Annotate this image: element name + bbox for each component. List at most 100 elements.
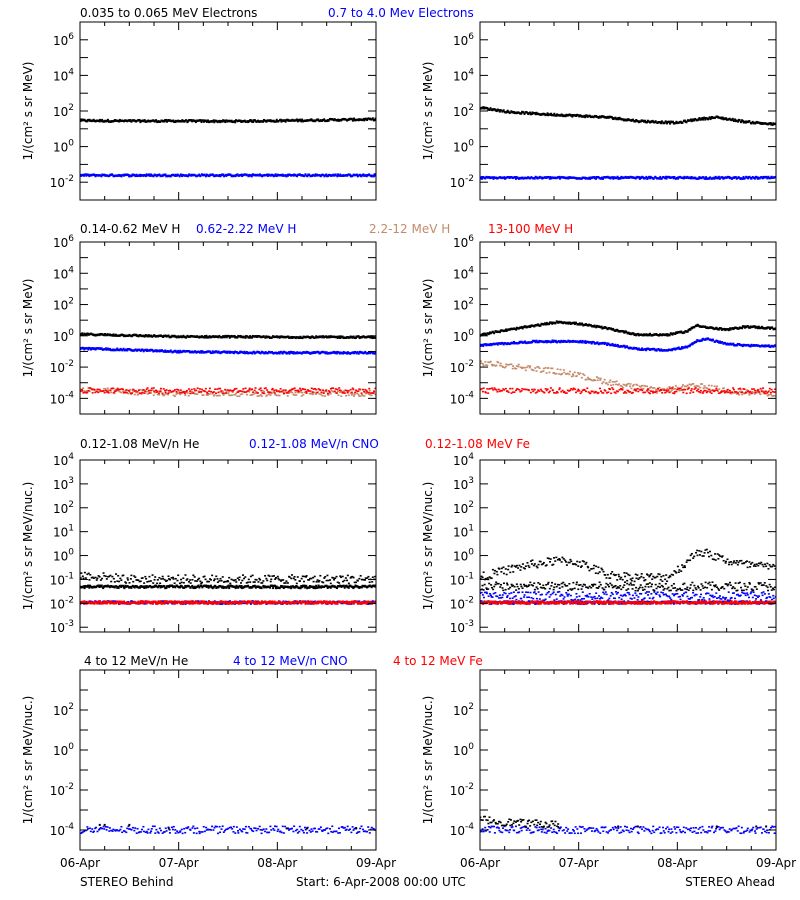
data-point xyxy=(495,330,498,334)
data-point xyxy=(730,343,733,346)
data-point xyxy=(675,390,678,393)
data-point xyxy=(155,119,158,122)
data-point xyxy=(178,119,181,123)
data-point xyxy=(767,394,770,396)
data-point xyxy=(353,585,356,589)
data-point xyxy=(106,601,109,605)
data-point xyxy=(228,586,231,590)
data-point xyxy=(138,348,141,352)
data-point xyxy=(273,335,276,339)
data-point xyxy=(278,579,281,581)
data-point xyxy=(641,389,644,392)
data-point xyxy=(257,600,260,604)
data-point xyxy=(671,120,674,124)
data-point xyxy=(265,351,268,355)
data-point xyxy=(82,118,85,122)
data-point xyxy=(190,600,193,603)
data-point xyxy=(310,585,313,588)
data-point xyxy=(288,173,291,176)
data-point xyxy=(622,392,625,394)
data-point xyxy=(283,392,286,395)
data-point xyxy=(259,578,262,581)
chart-row-1: 0.035 to 0.065 MeV Electrons 0.7 to 4.0 M… xyxy=(21,6,777,201)
data-point xyxy=(528,389,531,392)
data-point xyxy=(221,585,224,588)
data-point xyxy=(649,390,652,392)
data-point xyxy=(178,582,181,585)
data-point xyxy=(157,392,160,395)
data-point xyxy=(548,177,551,180)
data-point xyxy=(153,390,156,393)
data-point xyxy=(725,176,728,179)
data-point xyxy=(751,325,754,328)
data-point xyxy=(271,575,274,577)
data-point xyxy=(658,390,661,392)
data-point xyxy=(96,577,99,580)
data-point xyxy=(340,576,343,579)
data-point xyxy=(83,571,86,574)
y-tick-label: 106 xyxy=(453,234,474,250)
data-point xyxy=(180,581,183,584)
data-point xyxy=(544,113,547,117)
data-point xyxy=(100,584,103,587)
data-point xyxy=(99,584,102,587)
data-point xyxy=(277,586,280,589)
data-point xyxy=(245,350,248,354)
data-point xyxy=(768,122,771,125)
data-point xyxy=(486,577,489,579)
data-point xyxy=(737,394,740,396)
data-point xyxy=(243,173,246,176)
data-point xyxy=(535,370,538,372)
y-tick-label: 10-2 xyxy=(450,174,474,190)
data-point xyxy=(694,387,697,389)
data-point xyxy=(313,602,316,605)
data-point xyxy=(529,365,532,367)
data-point xyxy=(682,391,685,394)
data-point xyxy=(272,586,275,590)
y-tick-label: 100 xyxy=(53,548,74,564)
data-point xyxy=(196,387,199,390)
data-point xyxy=(623,176,626,179)
data-point xyxy=(170,600,173,603)
data-point xyxy=(258,173,261,176)
y-tick-label: 103 xyxy=(53,476,74,492)
data-point xyxy=(183,600,186,604)
data-point xyxy=(178,174,181,178)
data-point xyxy=(688,176,691,179)
data-point xyxy=(652,177,655,180)
data-point xyxy=(238,174,241,177)
data-point xyxy=(664,333,667,337)
data-point xyxy=(274,578,277,580)
data-point xyxy=(567,339,570,343)
data-point xyxy=(312,392,315,395)
data-point xyxy=(758,391,761,393)
data-point xyxy=(351,174,354,178)
data-point xyxy=(326,574,329,577)
data-point xyxy=(224,120,227,124)
data-point xyxy=(620,329,623,333)
data-point xyxy=(513,327,516,331)
data-point xyxy=(493,572,496,575)
data-point xyxy=(114,390,117,393)
data-point xyxy=(491,176,494,179)
data-point xyxy=(642,177,645,180)
data-point xyxy=(173,600,176,603)
data-point xyxy=(539,371,542,373)
data-point xyxy=(321,350,324,354)
data-point xyxy=(282,586,285,590)
data-point xyxy=(685,392,688,395)
data-point xyxy=(665,389,668,391)
data-point xyxy=(727,118,730,121)
data-point xyxy=(229,351,232,354)
data-point xyxy=(273,351,276,355)
data-point xyxy=(723,341,726,345)
data-point xyxy=(280,390,283,393)
data-point xyxy=(194,335,197,339)
data-point xyxy=(482,571,485,574)
data-point xyxy=(349,584,352,588)
data-point xyxy=(636,384,639,386)
data-point xyxy=(169,578,172,581)
data-point xyxy=(281,352,284,355)
data-point xyxy=(580,115,583,118)
data-point xyxy=(351,119,354,122)
